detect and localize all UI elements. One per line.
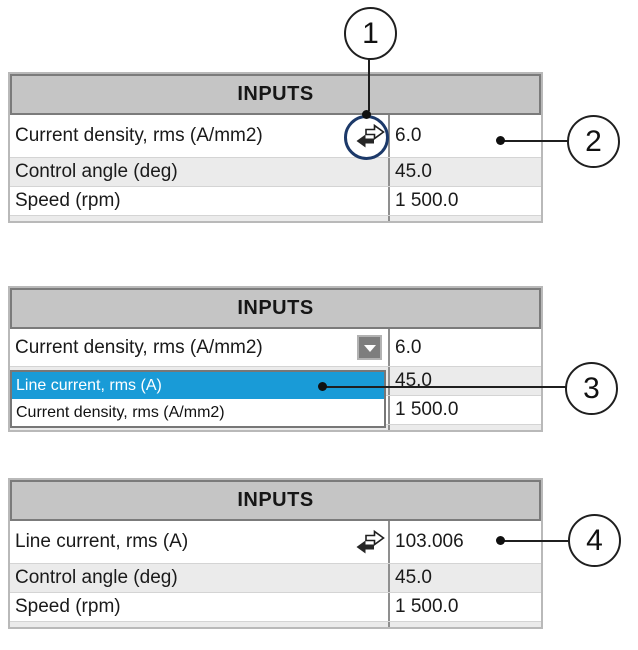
row-value[interactable]: 45.0	[388, 367, 541, 395]
row-value[interactable]: 6.0	[388, 329, 541, 366]
row-label: Speed (rpm)	[15, 190, 121, 211]
row-label-cell: Line current, rms (A)	[10, 521, 388, 563]
table-row: Current density, rms (A/mm2) 6.0	[10, 115, 541, 157]
swap-arrows-icon[interactable]	[355, 529, 385, 555]
row-value[interactable]: 1 500.0	[388, 593, 541, 621]
callout-1-line	[368, 59, 370, 111]
dropdown-list: Line current, rms (A) Current density, r…	[10, 370, 386, 428]
row-label: Speed (rpm)	[15, 596, 121, 617]
table-header: INPUTS	[10, 74, 541, 115]
table-row: Line current, rms (A) 103.006	[10, 521, 541, 563]
inputs-table-1: INPUTS Current density, rms (A/mm2) 6.0 …	[8, 72, 543, 223]
callout-1-dot	[362, 110, 371, 119]
callout-3: 3	[565, 362, 618, 415]
row-value[interactable]: 103.006	[388, 521, 541, 563]
table-row-partial	[10, 215, 541, 221]
row-label: Control angle (deg)	[15, 567, 178, 588]
callout-2: 2	[567, 115, 620, 168]
callout-3-dot	[318, 382, 327, 391]
row-value[interactable]: 6.0	[388, 115, 541, 157]
callout-number: 4	[586, 523, 603, 557]
table-row: Current density, rms (A/mm2) 6.0	[10, 329, 541, 366]
dropdown-arrow-icon[interactable]	[357, 335, 382, 360]
row-value[interactable]: 45.0	[388, 564, 541, 592]
callout-4: 4	[568, 514, 621, 567]
dropdown-item-current-density[interactable]: Current density, rms (A/mm2)	[16, 404, 225, 421]
annotation-ring-icon	[344, 115, 389, 160]
callout-number: 3	[583, 371, 600, 405]
callout-4-dot	[496, 536, 505, 545]
row-label-cell: Current density, rms (A/mm2)	[10, 115, 388, 157]
callout-number: 2	[585, 124, 602, 158]
table-row: Control angle (deg) 45.0	[10, 563, 541, 592]
callout-4-line	[503, 540, 569, 542]
callout-2-dot	[496, 136, 505, 145]
table-row-partial	[10, 621, 541, 627]
row-value[interactable]: 45.0	[388, 158, 541, 186]
row-value[interactable]: 1 500.0	[388, 396, 541, 424]
table-header: INPUTS	[10, 480, 541, 521]
row-label-cell: Current density, rms (A/mm2)	[10, 329, 388, 366]
row-label: Current density, rms (A/mm2)	[15, 125, 263, 146]
callout-number: 1	[362, 16, 379, 50]
callout-1: 1	[344, 7, 397, 60]
row-label: Line current, rms (A)	[15, 531, 189, 552]
table-row: Speed (rpm) 1 500.0	[10, 592, 541, 621]
table-row: Speed (rpm) 1 500.0	[10, 186, 541, 215]
row-label: Control angle (deg)	[15, 161, 178, 182]
row-label: Current density, rms (A/mm2)	[15, 336, 263, 358]
row-value[interactable]: 1 500.0	[388, 187, 541, 215]
table-header: INPUTS	[10, 288, 541, 329]
callout-2-line	[503, 140, 568, 142]
table-row: Control angle (deg) 45.0	[10, 157, 541, 186]
inputs-table-3: INPUTS Line current, rms (A) 103.006 Con…	[8, 478, 543, 629]
callout-3-line	[325, 386, 566, 388]
